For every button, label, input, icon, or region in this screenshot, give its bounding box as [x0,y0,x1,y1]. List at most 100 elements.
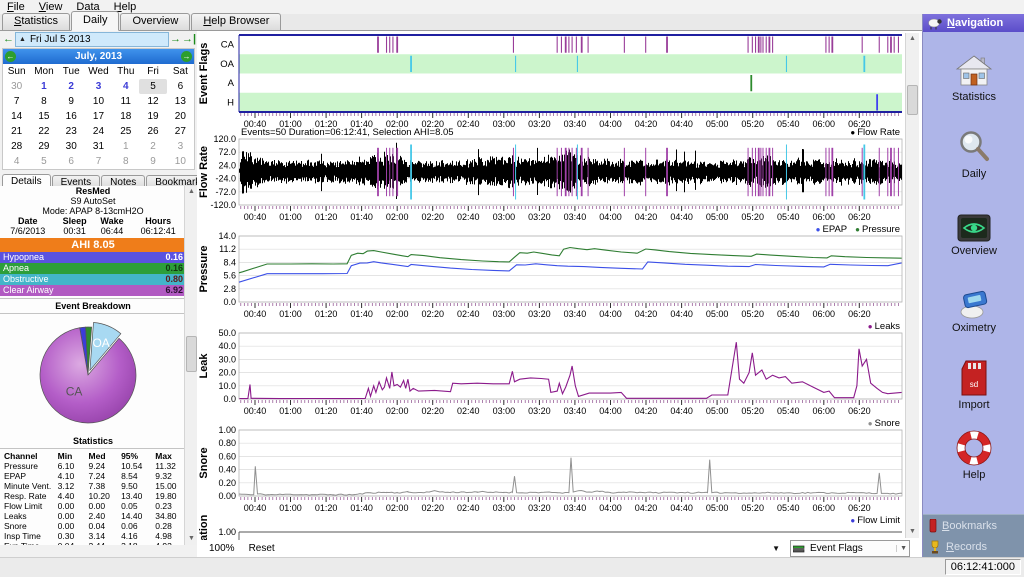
calendar-day[interactable]: 23 [58,124,85,139]
prev-month-button[interactable]: ← [5,51,16,62]
calendar-day[interactable]: 16 [58,109,85,124]
calendar-day[interactable]: 8 [30,94,57,109]
stats-header: Min [58,451,89,461]
nav-item-overview[interactable]: Overview [923,186,1024,263]
calendar-day[interactable]: 14 [3,109,30,124]
chart-area: CAOAAHEvent Flags00:4001:0001:2001:4002:… [197,31,922,557]
event-flags-combo[interactable]: Event Flags ▼ [790,540,910,557]
svg-text:05:20: 05:20 [741,406,764,416]
next-day-button[interactable]: → [169,33,182,46]
calendar-day[interactable]: 2 [58,79,85,94]
calendar-day[interactable]: 4 [112,79,139,94]
svg-text:03:20: 03:20 [528,503,551,513]
prev-day-button[interactable]: ← [2,33,15,46]
reset-zoom-button[interactable]: Reset [249,543,275,554]
calendar-day[interactable]: 6 [167,79,194,94]
svg-text:06:00: 06:00 [813,119,836,127]
nav-item-oximetry[interactable]: Oximetry [923,263,1024,340]
latest-day-button[interactable]: →| [182,33,195,46]
calendar-day[interactable]: 15 [30,109,57,124]
legend-entry: ●Leaks [868,321,900,332]
calendar-day[interactable]: 3 [167,139,194,154]
calendar-day[interactable]: 10 [85,94,112,109]
calendar-day[interactable]: 31 [85,139,112,154]
calendar-day[interactable]: 22 [30,124,57,139]
calendar-day[interactable]: 30 [3,79,30,94]
collapse-calendar-icon[interactable]: ▲ [19,33,26,46]
calendar-day[interactable]: 19 [139,109,166,124]
calendar-day[interactable]: 10 [167,154,194,169]
svg-text:03:00: 03:00 [493,212,516,222]
next-month-button[interactable]: → [181,51,192,62]
menu-file[interactable]: File [0,0,32,14]
snore-chart[interactable]: ●Snore 1.000.800.600.400.200.0000:4001:0… [197,418,904,515]
application-window: FileViewDataHelp StatisticsDailyOverview… [0,0,1024,576]
date-field[interactable]: ▲ Fri Jul 5 2013 [15,32,169,47]
flow-rate-chart[interactable]: Events=50 Duration=06:12:41, Selection A… [197,127,904,224]
pin-chart-icon[interactable]: ▼ [772,544,780,553]
combo-dropdown-icon[interactable]: ▼ [896,545,907,552]
tab-overview[interactable]: Overview [120,13,190,30]
calendar-day[interactable]: 17 [85,109,112,124]
svg-text:06:20: 06:20 [848,309,871,319]
dow-label: Fri [139,64,166,79]
calendar-day[interactable]: 4 [3,154,30,169]
calendar-day[interactable]: 5 [30,154,57,169]
leak-chart[interactable]: ●Leaks 50.040.030.020.010.00.000:4001:00… [197,321,904,418]
navigation-header[interactable]: Navigation [923,14,1024,32]
calendar-day[interactable]: 6 [58,154,85,169]
chart-scroll-thumb[interactable] [907,85,918,115]
flow-limit-chart[interactable]: ●Flow Limit 1.00Flow Limitation [197,515,904,540]
bookmarks-dock[interactable]: Bookmarks [923,515,1024,536]
calendar-day[interactable]: 9 [58,94,85,109]
event-flags-chart[interactable]: CAOAAHEvent Flags00:4001:0001:2001:4002:… [197,33,904,127]
menu-view[interactable]: View [32,0,70,14]
nav-item-label: Overview [951,245,997,257]
calendar-day[interactable]: 20 [167,109,194,124]
calendar-day[interactable]: 25 [112,124,139,139]
records-dock[interactable]: Records [923,536,1024,557]
chart-scroll-down-icon[interactable]: ▼ [906,526,919,538]
calendar-day[interactable]: 1 [112,139,139,154]
details-scrollbar[interactable]: ▲ ▼ [184,186,198,545]
calendar-day[interactable]: 30 [58,139,85,154]
calendar-day[interactable]: 28 [3,139,30,154]
calendar-day[interactable]: 1 [30,79,57,94]
svg-text:05:40: 05:40 [777,309,800,319]
svg-text:05:00: 05:00 [706,119,729,127]
calendar-day-selected[interactable]: 5 [139,79,166,94]
details-scroll-thumb[interactable] [186,336,197,372]
calendar-day[interactable]: 7 [3,94,30,109]
svg-text:01:40: 01:40 [350,503,373,513]
calendar-day[interactable]: 24 [85,124,112,139]
pressure-chart[interactable]: ●EPAP●Pressure 14.011.28.45.62.80.000:40… [197,224,904,321]
calendar-day[interactable]: 3 [85,79,112,94]
calendar-day[interactable]: 9 [139,154,166,169]
calendar-day[interactable]: 8 [112,154,139,169]
legend-entry: ●Pressure [855,224,900,235]
calendar-day[interactable]: 2 [139,139,166,154]
calendar-day[interactable]: 27 [167,124,194,139]
calendar-day[interactable]: 21 [3,124,30,139]
calendar-day[interactable]: 13 [167,94,194,109]
machine-mode: Mode: APAP 8-13cmH2O [0,206,186,216]
calendar-day[interactable]: 7 [85,154,112,169]
svg-text:02:40: 02:40 [457,503,480,513]
calendar-day[interactable]: 18 [112,109,139,124]
calendar-day[interactable]: 12 [139,94,166,109]
calendar-day[interactable]: 26 [139,124,166,139]
nav-item-daily[interactable]: Daily [923,109,1024,186]
chart-scroll-up-icon[interactable]: ▲ [906,33,919,45]
nav-item-help[interactable]: Help [923,417,1024,487]
tab-daily[interactable]: Daily [71,11,119,31]
nav-item-label: Help [963,469,986,481]
svg-text:01:00: 01:00 [279,212,302,222]
left-panel: ← ▲ Fri Jul 5 2013 → →| ← July, 2013 → S… [0,31,197,557]
calendar-day[interactable]: 11 [112,94,139,109]
tab-statistics[interactable]: Statistics [2,13,70,30]
tab-help-browser[interactable]: Help Browser [191,13,281,30]
chart-scrollbar[interactable]: ▲ ▼ [905,33,919,538]
nav-item-statistics[interactable]: Statistics [923,32,1024,109]
nav-item-import[interactable]: sd Import [923,340,1024,417]
calendar-day[interactable]: 29 [30,139,57,154]
